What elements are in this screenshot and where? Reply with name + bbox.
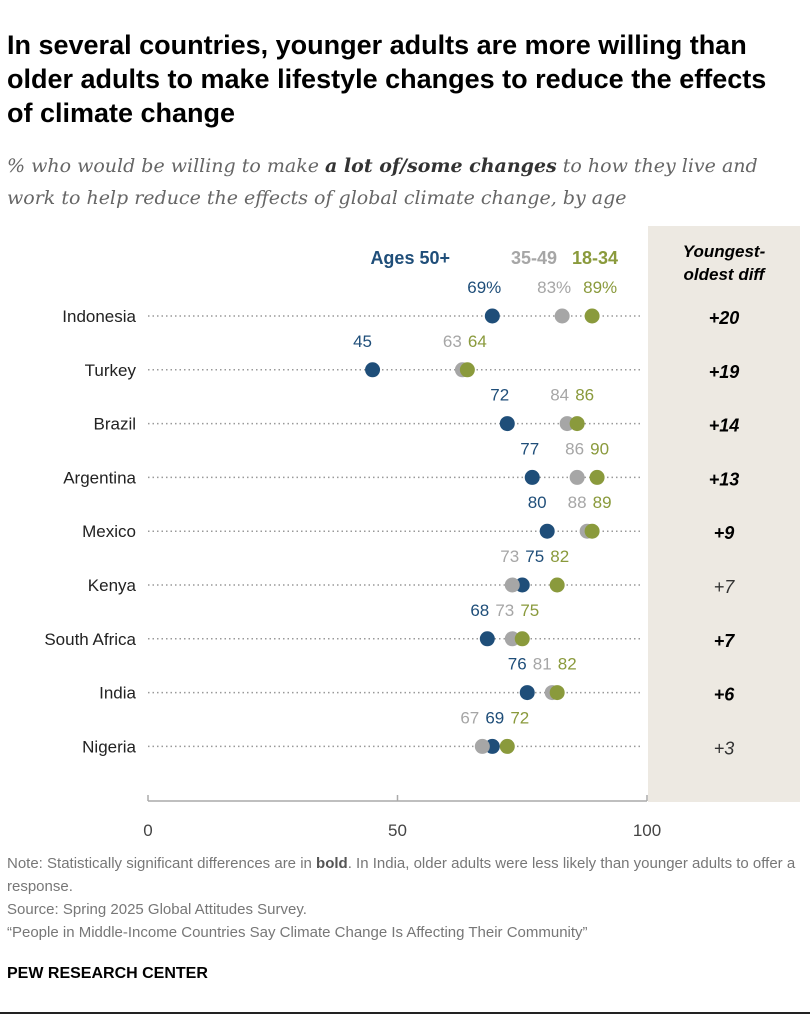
x-tick-label: 0 [143, 821, 152, 840]
dot-ages-50- [479, 631, 495, 647]
dot-ages-50- [539, 523, 555, 539]
data-label: 84 [550, 386, 569, 405]
dot-18-34 [584, 308, 600, 324]
data-label: 69 [485, 708, 504, 727]
dot-ages-50- [484, 308, 500, 324]
data-label: 68 [470, 601, 489, 620]
data-label: 82 [550, 547, 569, 566]
x-tick-label: 50 [388, 821, 407, 840]
category-label: Nigeria [82, 737, 136, 756]
diff-value: +3 [714, 738, 735, 758]
data-label: 77 [520, 439, 539, 458]
data-label: 45 [353, 332, 372, 351]
diff-panel [648, 226, 800, 802]
data-label: 89 [593, 493, 612, 512]
diff-value: +13 [709, 469, 740, 489]
category-label: South Africa [44, 630, 136, 649]
data-label: 75 [525, 547, 544, 566]
diff-value: +19 [709, 362, 740, 382]
dot-18-34 [569, 416, 585, 432]
data-label: 80 [528, 493, 547, 512]
diff-value: +7 [714, 631, 736, 651]
dot-35-49 [504, 577, 520, 593]
note: Note: Statistically significant differen… [7, 852, 797, 898]
bottom-rule [0, 1012, 810, 1014]
subtitle-text: to how they live and work to help reduce… [7, 155, 758, 209]
category-label: Mexico [82, 522, 136, 541]
data-label: 73 [495, 601, 514, 620]
category-label: Kenya [88, 576, 137, 595]
dot-18-34 [549, 577, 565, 593]
data-label: 73 [500, 547, 519, 566]
dot-ages-50- [365, 362, 381, 378]
dot-18-34 [499, 738, 515, 754]
dot-35-49 [474, 738, 490, 754]
dot-plot: Youngest-oldest diff Ages 50+ 35-49 18-34 In… [44, 226, 800, 840]
data-label: 90 [590, 439, 609, 458]
data-label: 83% [537, 278, 571, 297]
diff-header: oldest diff [684, 265, 767, 284]
legend-35-49: 35-49 [511, 248, 557, 268]
data-label: 67 [460, 708, 479, 727]
data-label: 82 [558, 655, 577, 674]
data-label: 86 [565, 439, 584, 458]
subtitle-text: % who would be willing to make [7, 155, 325, 177]
dot-35-49 [569, 469, 585, 485]
dot-35-49 [554, 308, 570, 324]
diff-value: +7 [714, 577, 736, 597]
dot-18-34 [514, 631, 530, 647]
dot-18-34 [584, 523, 600, 539]
legend-18-34: 18-34 [572, 248, 618, 268]
data-label: 76 [508, 655, 527, 674]
dot-ages-50- [524, 469, 540, 485]
data-label: 88 [568, 493, 587, 512]
data-label: 64 [468, 332, 487, 351]
category-label: Argentina [63, 468, 136, 487]
diff-header: Youngest- [683, 242, 766, 261]
subtitle-bold: a lot of/some changes [325, 155, 557, 177]
dot-18-34 [459, 362, 475, 378]
dot-ages-50- [499, 416, 515, 432]
data-label: 69% [467, 278, 501, 297]
category-label: Brazil [93, 415, 136, 434]
data-label: 72 [490, 386, 509, 405]
legend-ages-50-: Ages 50+ [370, 248, 450, 268]
chart-subtitle: % who would be willing to make a lot of/… [7, 150, 797, 214]
data-label: 72 [510, 708, 529, 727]
data-label: 63 [443, 332, 462, 351]
data-label: 89% [583, 278, 617, 297]
x-tick-label: 100 [633, 821, 661, 840]
source: Source: Spring 2025 Global Attitudes Sur… [7, 901, 307, 918]
diff-value: +9 [714, 523, 735, 543]
data-label: 75 [520, 601, 539, 620]
data-label: 81 [533, 655, 552, 674]
category-label: Turkey [85, 361, 137, 380]
pew-logo: PEW RESEARCH CENTER [7, 965, 208, 982]
category-label: Indonesia [62, 307, 136, 326]
footnotes: Note: Statistically significant differen… [7, 852, 797, 944]
note-text: Note: Statistically significant differen… [7, 855, 317, 872]
report-title: “People in Middle-Income Countries Say C… [7, 924, 588, 941]
data-label: 86 [575, 386, 594, 405]
note-bold: bold [316, 855, 348, 872]
dot-18-34 [549, 685, 565, 701]
dot-18-34 [589, 469, 605, 485]
note-text: . In India, older adults were less likel… [7, 855, 796, 895]
category-label: India [99, 684, 136, 703]
dot-ages-50- [519, 685, 535, 701]
chart-title: In several countries, younger adults are… [7, 30, 767, 128]
diff-value: +14 [709, 416, 740, 436]
diff-value: +20 [709, 308, 740, 328]
diff-value: +6 [714, 685, 736, 705]
